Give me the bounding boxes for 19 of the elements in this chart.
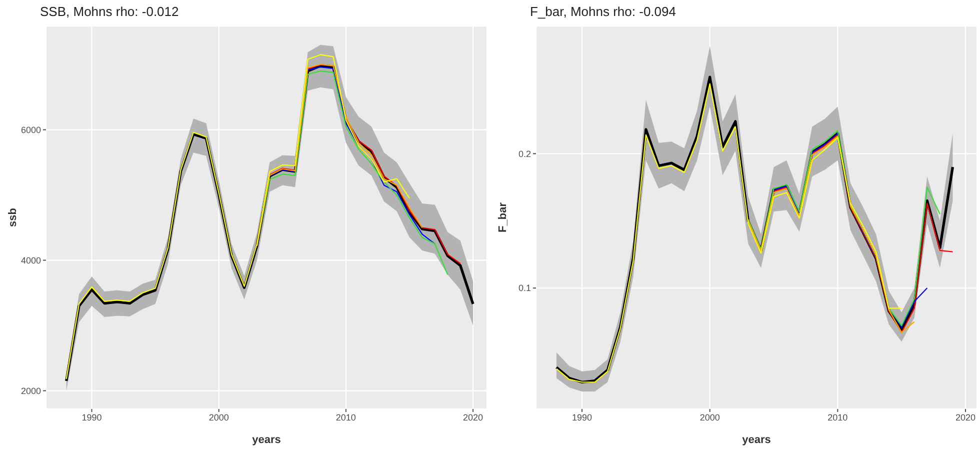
y-tick-label: 0.1 [518, 283, 531, 294]
x-tick-label: 1990 [82, 412, 102, 422]
chart-title: F_bar, Mohns rho: -0.094 [530, 4, 676, 19]
x-axis-title: years [252, 434, 281, 446]
x-tick-label: 2010 [336, 412, 356, 422]
x-tick-label: 2010 [828, 412, 848, 422]
y-tick-label: 6000 [20, 124, 41, 135]
x-tick-label: 2000 [700, 412, 720, 422]
x-axis-title: years [742, 434, 771, 446]
x-tick-label: 2020 [955, 412, 976, 422]
y-tick-label: 2000 [20, 386, 41, 396]
y-tick-label: 0.2 [518, 148, 531, 159]
y-axis-title: F_bar [496, 202, 509, 232]
chart-title: SSB, Mohns rho: -0.012 [40, 4, 179, 19]
x-tick-label: 1990 [572, 412, 592, 422]
y-axis-title: ssb [6, 208, 19, 227]
x-tick-label: 2020 [463, 412, 484, 422]
x-tick-label: 2000 [208, 412, 229, 422]
y-tick-label: 4000 [20, 255, 41, 266]
